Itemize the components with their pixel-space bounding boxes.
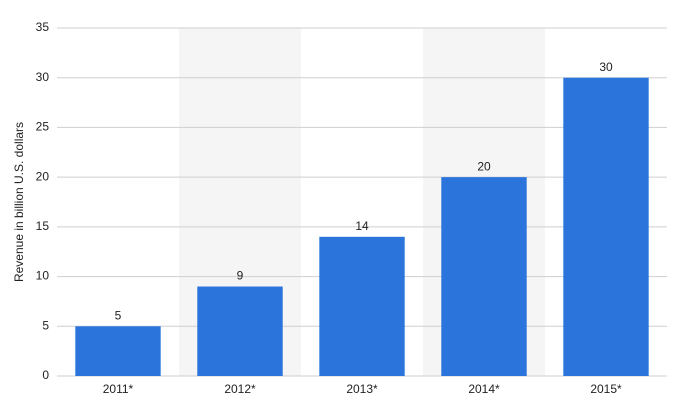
data-label: 14 <box>355 219 369 233</box>
y-tick-label: 10 <box>36 269 50 283</box>
data-label: 5 <box>115 308 122 322</box>
bar <box>563 77 649 376</box>
bar <box>75 326 161 376</box>
y-tick-label: 5 <box>42 318 49 332</box>
bar <box>319 236 405 376</box>
x-tick-label: 2013* <box>346 382 378 396</box>
y-axis-label: Revenue in billion U.S. dollars <box>12 122 26 282</box>
bar <box>197 286 283 376</box>
y-tick-label: 30 <box>36 70 50 84</box>
y-tick-label: 35 <box>36 20 50 34</box>
x-tick-label: 2014* <box>468 382 500 396</box>
y-tick-label: 25 <box>36 120 50 134</box>
y-tick-label: 15 <box>36 219 50 233</box>
x-tick-label: 2015* <box>590 382 622 396</box>
data-label: 30 <box>599 60 613 74</box>
y-tick-label: 0 <box>42 368 49 382</box>
bar <box>441 177 527 376</box>
data-label: 20 <box>477 159 491 173</box>
data-label: 9 <box>237 269 244 283</box>
y-tick-label: 20 <box>36 169 50 183</box>
x-tick-label: 2012* <box>224 382 256 396</box>
x-tick-label: 2011* <box>103 382 134 396</box>
